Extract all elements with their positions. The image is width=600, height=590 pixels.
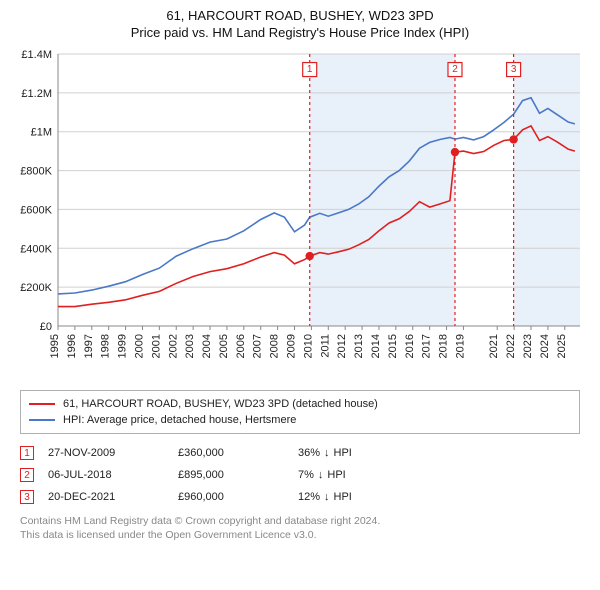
sales-row-price: £960,000: [178, 491, 298, 503]
arrow-down-icon: ↓: [324, 447, 330, 459]
x-tick-label: 2011: [319, 334, 331, 358]
sale-marker-dot: [306, 252, 314, 260]
legend-row: 61, HARCOURT ROAD, BUSHEY, WD23 3PD (det…: [29, 396, 571, 412]
x-tick-label: 2002: [167, 334, 179, 358]
sales-row-diff: 36%↓HPI: [298, 447, 418, 459]
x-tick-label: 2018: [438, 334, 450, 358]
sales-row-date: 20-DEC-2021: [48, 491, 178, 503]
x-tick-label: 1998: [100, 334, 112, 358]
sales-row-diff: 7%↓HPI: [298, 469, 418, 481]
title-block: 61, HARCOURT ROAD, BUSHEY, WD23 3PD Pric…: [10, 8, 590, 40]
sales-row-date: 06-JUL-2018: [48, 469, 178, 481]
y-tick-label: £1.2M: [21, 88, 52, 100]
sales-row-diff: 12%↓HPI: [298, 491, 418, 503]
sales-row-price: £895,000: [178, 469, 298, 481]
legend-swatch: [29, 403, 55, 405]
x-tick-label: 2014: [370, 334, 382, 358]
legend-label: HPI: Average price, detached house, Hert…: [63, 414, 296, 426]
y-tick-label: £600K: [20, 204, 52, 216]
sale-marker-dot: [509, 135, 517, 143]
x-tick-label: 2005: [218, 334, 230, 358]
sales-row: 3 20-DEC-2021£960,00012%↓HPI: [20, 486, 580, 508]
x-tick-label: 2023: [522, 334, 534, 358]
chart-container: 61, HARCOURT ROAD, BUSHEY, WD23 3PD Pric…: [0, 0, 600, 552]
arrow-down-icon: ↓: [318, 469, 324, 481]
sales-row: 1 27-NOV-2009£360,00036%↓HPI: [20, 442, 580, 464]
x-tick-label: 2015: [387, 334, 399, 358]
y-tick-label: £0: [40, 321, 52, 333]
legend-row: HPI: Average price, detached house, Hert…: [29, 412, 571, 428]
x-tick-label: 2024: [539, 334, 551, 358]
arrow-down-icon: ↓: [324, 491, 330, 503]
x-tick-label: 2001: [150, 334, 162, 358]
sales-row-marker: 3: [20, 490, 34, 504]
y-tick-label: £800K: [20, 166, 52, 178]
chart-svg: £0 £200K £400K £600K £800K £1M £1.2M £1.4M 1995 1…: [10, 46, 590, 386]
title-sub: Price paid vs. HM Land Registry's House …: [10, 25, 590, 40]
footer: Contains HM Land Registry data © Crown c…: [20, 514, 590, 542]
sales-row-marker: 1: [20, 446, 34, 460]
x-tick-label: 1996: [66, 334, 78, 358]
x-tick-label: 2021: [488, 334, 500, 358]
sales-row-date: 27-NOV-2009: [48, 447, 178, 459]
sales-row-price: £360,000: [178, 447, 298, 459]
sale-marker-number: 2: [452, 64, 458, 75]
x-tick-label: 2008: [269, 334, 281, 358]
footer-line-1: Contains HM Land Registry data © Crown c…: [20, 514, 590, 528]
sale-marker-dot: [451, 148, 459, 156]
sales-row: 2 06-JUL-2018£895,0007%↓HPI: [20, 464, 580, 486]
x-tick-label: 2003: [184, 334, 196, 358]
x-tick-label: 1999: [117, 334, 129, 358]
x-tick-label: 2022: [505, 334, 517, 358]
footer-line-2: This data is licensed under the Open Gov…: [20, 528, 590, 542]
x-tick-label: 2006: [235, 334, 247, 358]
x-tick-label: 2009: [286, 334, 298, 358]
chart-area: £0 £200K £400K £600K £800K £1M £1.2M £1.4M 1995 1…: [10, 46, 590, 386]
x-tick-label: 2019: [454, 334, 466, 358]
legend-swatch: [29, 419, 55, 421]
sale-marker-number: 3: [511, 64, 517, 75]
x-tick-label: 2016: [404, 334, 416, 358]
x-tick-label: 1997: [83, 334, 95, 358]
x-tick-label: 2025: [556, 334, 568, 358]
title-main: 61, HARCOURT ROAD, BUSHEY, WD23 3PD: [10, 8, 590, 23]
x-tick-label: 2017: [421, 334, 433, 358]
y-tick-label: £200K: [20, 282, 52, 294]
y-tick-label: £1.4M: [21, 49, 52, 61]
legend-label: 61, HARCOURT ROAD, BUSHEY, WD23 3PD (det…: [63, 398, 378, 410]
legend: 61, HARCOURT ROAD, BUSHEY, WD23 3PD (det…: [20, 390, 580, 434]
x-tick-label: 2004: [201, 334, 213, 358]
x-tick-label: 1995: [49, 334, 61, 358]
y-tick-label: £1M: [31, 127, 52, 139]
sales-row-marker: 2: [20, 468, 34, 482]
sale-marker-number: 1: [307, 64, 313, 75]
sales-table: 1 27-NOV-2009£360,00036%↓HPI 2 06-JUL-2018£…: [20, 442, 580, 508]
x-tick-label: 2013: [353, 334, 365, 358]
y-tick-label: £400K: [20, 243, 52, 255]
x-tick-label: 2007: [252, 334, 264, 358]
x-tick-label: 2012: [336, 334, 348, 358]
x-tick-label: 2000: [133, 334, 145, 358]
x-tick-label: 2010: [302, 334, 314, 358]
